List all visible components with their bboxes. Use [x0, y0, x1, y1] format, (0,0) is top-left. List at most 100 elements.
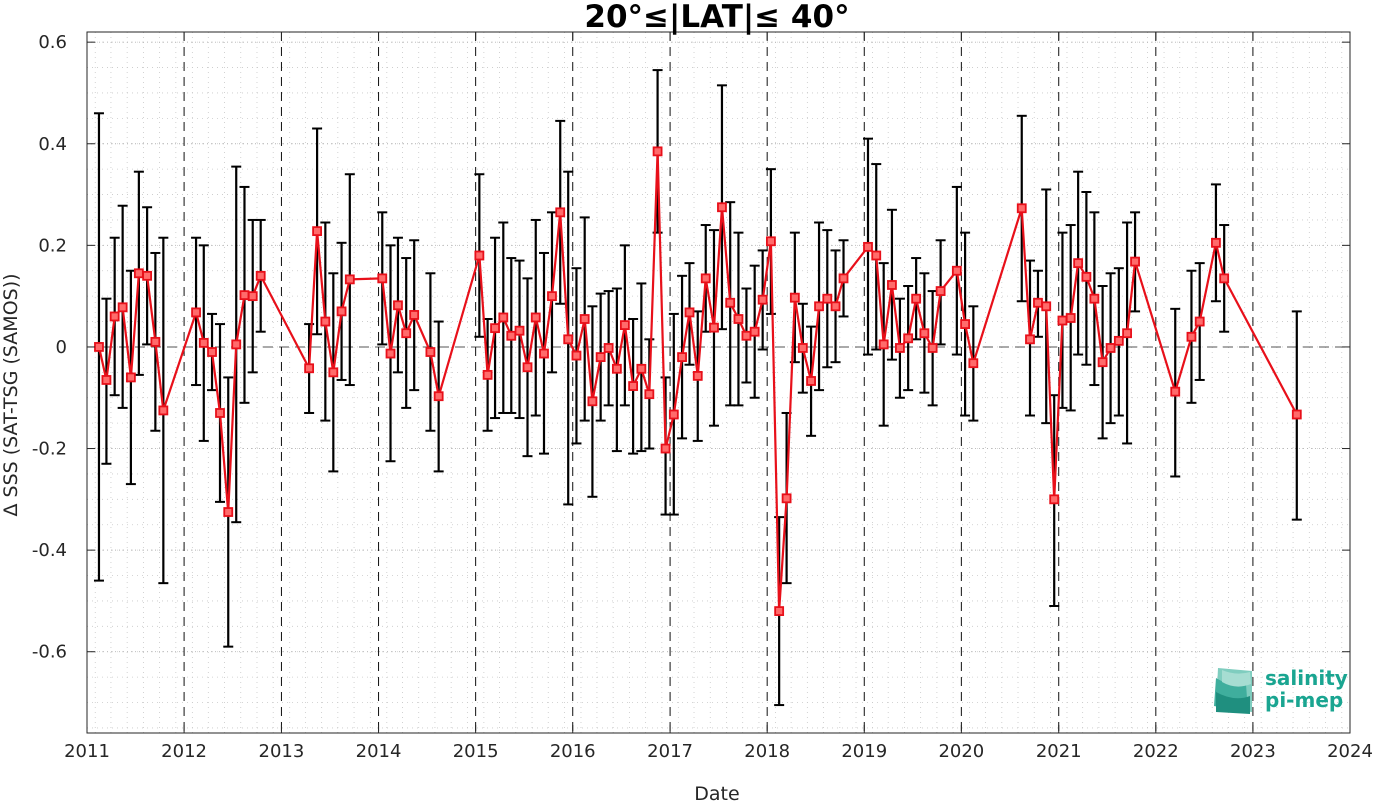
data-point-marker	[725, 297, 736, 308]
data-point-marker	[563, 334, 574, 345]
data-point-marker	[895, 343, 905, 353]
x-tick-label: 2013	[259, 741, 305, 762]
y-tick-label: -0.2	[32, 439, 67, 460]
data-point-marker	[757, 294, 768, 305]
data-point-marker	[401, 328, 412, 339]
data-point-marker	[109, 311, 120, 322]
data-point-marker	[94, 342, 104, 352]
data-point-marker	[247, 291, 258, 302]
data-point-marker	[668, 409, 679, 420]
y-tick-label: 0.4	[38, 134, 67, 155]
data-point-marker	[377, 273, 388, 284]
data-point-marker	[863, 241, 873, 252]
x-tick-label: 2014	[356, 741, 402, 762]
data-point-marker	[595, 352, 606, 363]
data-point-marker	[1033, 297, 1043, 308]
data-point-marker	[191, 307, 201, 318]
x-tick-label: 2017	[647, 741, 693, 762]
data-point-marker	[1041, 301, 1052, 312]
data-point-marker	[878, 339, 889, 350]
data-point-marker	[142, 270, 153, 281]
data-point-marker	[636, 363, 647, 374]
data-point-marker	[1186, 331, 1197, 342]
data-point-marker	[1065, 313, 1076, 323]
data-point-marker	[1130, 256, 1140, 267]
data-point-marker	[482, 369, 493, 380]
data-point-marker	[304, 363, 315, 374]
data-point-marker	[255, 270, 266, 281]
data-point-marker	[871, 250, 882, 261]
data-point-marker	[733, 314, 744, 324]
data-point-marker	[1113, 335, 1124, 346]
error-bar	[514, 259, 525, 420]
data-point-marker	[919, 328, 930, 339]
data-point-marker	[814, 301, 824, 312]
data-point-marker	[474, 250, 485, 261]
data-point-marker	[239, 290, 250, 301]
x-tick-label: 2018	[744, 741, 790, 762]
data-point-marker	[328, 367, 339, 378]
data-point-marker	[133, 268, 144, 279]
data-point-marker	[320, 316, 331, 327]
data-point-marker	[700, 273, 711, 284]
data-point-marker	[409, 310, 420, 320]
data-point-marker	[385, 348, 396, 359]
data-point-marker	[619, 320, 630, 330]
data-point-marker	[935, 286, 946, 296]
data-point-marker	[766, 236, 776, 247]
data-point-marker	[490, 323, 500, 334]
data-point-marker	[506, 330, 517, 341]
data-point-marker	[198, 337, 209, 348]
chart-title: 20°≤|LAT|≤ 40°	[584, 0, 849, 35]
data-point-marker	[1089, 293, 1100, 304]
data-point-marker	[1194, 316, 1205, 327]
data-point-marker	[611, 363, 622, 374]
data-point-marker	[1097, 357, 1108, 368]
data-point-marker	[797, 343, 808, 353]
data-point-marker	[887, 280, 897, 290]
data-point-marker	[1211, 237, 1221, 248]
data-point-marker	[927, 343, 938, 353]
data-point-marker	[498, 312, 509, 323]
data-point-marker	[150, 336, 161, 347]
data-point-marker	[1122, 328, 1132, 339]
data-point-marker	[571, 350, 582, 361]
wave-logo-icon	[1214, 668, 1252, 714]
logo-line-1: salinity	[1265, 666, 1348, 690]
y-tick-label: 0	[56, 337, 67, 358]
data-point-marker	[530, 312, 541, 323]
data-point-marker	[1025, 334, 1035, 345]
x-tick-label: 2015	[453, 741, 499, 762]
data-point-marker	[822, 293, 833, 304]
data-point-marker	[425, 347, 436, 357]
data-point-marker	[1219, 273, 1230, 284]
data-point-marker	[644, 389, 655, 400]
logo-line-2: pi-mep	[1265, 688, 1343, 712]
data-point-marker	[660, 443, 671, 454]
data-point-marker	[774, 606, 785, 616]
data-point-marker	[806, 376, 816, 386]
x-tick-label: 2016	[550, 741, 596, 762]
data-point-marker	[911, 293, 922, 304]
y-axis-label: Δ SSS (SAT-TSG (SAMOS))	[0, 273, 22, 516]
data-point-marker	[838, 273, 849, 284]
x-tick-label: 2012	[161, 741, 207, 762]
data-point-marker	[1073, 258, 1084, 269]
data-point-marker	[539, 348, 549, 359]
data-point-marker	[1081, 271, 1092, 282]
data-point-marker	[215, 408, 225, 418]
data-point-marker	[158, 405, 169, 416]
data-point-marker	[547, 291, 557, 302]
plot-frame	[86, 31, 1351, 734]
y-tick-label: -0.6	[32, 642, 67, 663]
data-point-marker	[555, 207, 566, 218]
x-tick-label: 2011	[64, 741, 110, 762]
y-tick-label: 0.6	[38, 32, 67, 53]
data-point-marker	[692, 370, 703, 381]
x-tick-label: 2020	[938, 741, 984, 762]
y-tick-label: -0.4	[32, 540, 67, 561]
data-point-marker	[717, 202, 727, 213]
data-point-marker	[603, 343, 614, 353]
